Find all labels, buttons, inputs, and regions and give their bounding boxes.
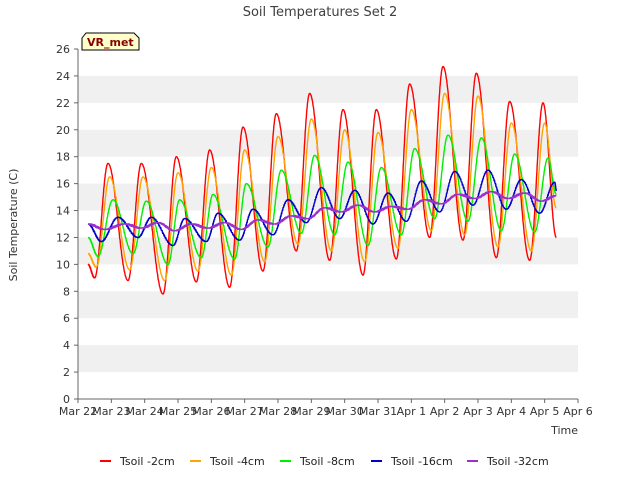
x-tick-label: Apr 3 xyxy=(463,405,493,418)
legend-item-label: Tsoil -32cm xyxy=(486,455,549,468)
y-tick-label: 4 xyxy=(63,339,70,352)
x-tick-label: Apr 5 xyxy=(530,405,560,418)
station-badge-label: VR_met xyxy=(87,36,134,49)
y-tick-label: 16 xyxy=(56,178,70,191)
x-tick-label: Mar 22 xyxy=(59,405,97,418)
series-line-tsoilminus-2cm xyxy=(87,65,557,295)
grid-band xyxy=(78,75,578,103)
y-tick-label: 8 xyxy=(63,285,70,298)
x-tick-label: Mar 23 xyxy=(92,405,130,418)
x-tick-label: Mar 31 xyxy=(359,405,397,418)
y-tick-label: 2 xyxy=(63,366,70,379)
x-tick-label: Apr 4 xyxy=(497,405,527,418)
x-tick-label: Apr 1 xyxy=(397,405,427,418)
legend-item-label: Tsoil -16cm xyxy=(390,455,453,468)
series-line-tsoilminus-8cm xyxy=(87,134,557,266)
y-tick-label: 0 xyxy=(63,393,70,406)
series-line-tsoilminus-16cm xyxy=(87,169,557,247)
x-tick-label: Mar 28 xyxy=(259,405,297,418)
x-tick-label: Mar 27 xyxy=(226,405,264,418)
y-tick-label: 18 xyxy=(56,151,70,164)
x-tick-label: Apr 6 xyxy=(563,405,593,418)
y-tick-label: 24 xyxy=(56,70,70,83)
y-tick-label: 22 xyxy=(56,97,70,110)
chart-title: Soil Temperatures Set 2 xyxy=(243,5,398,20)
y-tick-label: 26 xyxy=(56,43,70,56)
x-tick-label: Mar 25 xyxy=(159,405,197,418)
x-tick-label: Mar 29 xyxy=(292,405,330,418)
legend-item-label: Tsoil -2cm xyxy=(119,455,175,468)
series-line-tsoilminus-4cm xyxy=(87,92,557,282)
legend: Tsoil -2cm Tsoil -4cm Tsoil -8cm Tsoil -16c… xyxy=(100,455,549,468)
grid-band xyxy=(78,291,578,319)
grid-band xyxy=(78,345,578,373)
x-tick-label: Mar 30 xyxy=(326,405,364,418)
x-tick-label: Mar 26 xyxy=(192,405,230,418)
series-layer xyxy=(87,65,557,295)
y-tick-label: 20 xyxy=(56,124,70,137)
legend-item-label: Tsoil -8cm xyxy=(299,455,355,468)
y-axis-label: Soil Temperature (C) xyxy=(7,169,20,282)
x-axis-label: Time xyxy=(550,424,578,437)
station-badge: VR_met xyxy=(81,32,140,51)
y-tick-label: 14 xyxy=(56,205,70,218)
legend-item-label: Tsoil -4cm xyxy=(209,455,265,468)
y-tick-label: 12 xyxy=(56,231,70,244)
y-tick-label: 10 xyxy=(56,258,70,271)
x-tick-label: Apr 2 xyxy=(430,405,460,418)
series-line-tsoilminus-32cm xyxy=(87,190,557,232)
x-tick-label: Mar 24 xyxy=(126,405,164,418)
grid-band xyxy=(78,129,578,157)
y-tick-label: 6 xyxy=(63,312,70,325)
